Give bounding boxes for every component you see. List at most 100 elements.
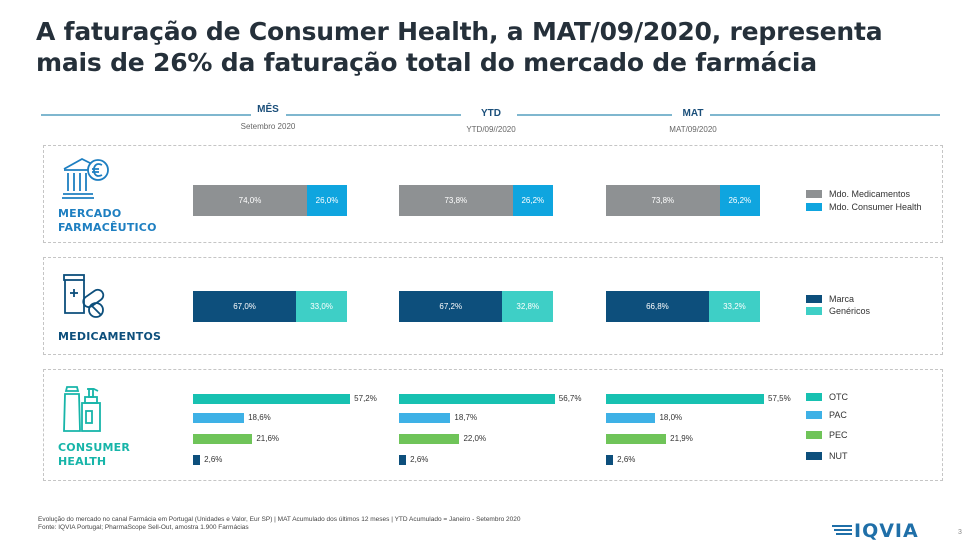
category-label-line: MEDICAMENTOS	[58, 330, 162, 343]
footnote-line: Fonte: IQVIA Portugal; PharmaScope Sell-…	[38, 524, 249, 531]
consumer-bar-label: 2,6%	[410, 455, 429, 464]
header-rule-right	[710, 114, 940, 116]
legend-label: Mdo. Consumer Health	[829, 202, 922, 212]
legend-swatch	[806, 190, 822, 198]
legend-swatch	[806, 452, 822, 460]
legend-label: PEC	[829, 430, 848, 440]
consumer-bar-label: 2,6%	[204, 455, 223, 464]
footnote: Evolução do mercado no canal Farmácia em…	[38, 516, 521, 532]
consumer-bar	[193, 434, 253, 444]
consumer-bar-label: 57,2%	[354, 394, 377, 403]
title-line-2: mais de 26% da faturação total do mercad…	[36, 48, 817, 77]
stacked-bar: 73,8% 26,2%	[399, 185, 553, 216]
legend-pec: PEC	[806, 430, 848, 440]
legend-swatch	[806, 411, 822, 419]
legend-label: PAC	[829, 410, 847, 420]
consumer-bar	[193, 394, 351, 404]
header-rule-left	[41, 114, 251, 116]
legend-label: Mdo. Medicamentos	[829, 189, 911, 199]
legend-mdo-consumer-health: Mdo. Consumer Health	[806, 202, 922, 212]
panel-consumer-health	[43, 369, 943, 481]
category-label-line: FARMACÊUTICO	[58, 221, 157, 234]
column-header-mes: MÊS Setembro 2020	[218, 104, 318, 131]
legend-marca: Marca	[806, 294, 854, 304]
category-label-line: CONSUMER	[58, 441, 131, 454]
legend-label: OTC	[829, 392, 848, 402]
consumer-bar-label: 2,6%	[617, 455, 636, 464]
legend-swatch	[806, 431, 822, 439]
bar-segment: 33,0%	[296, 291, 347, 322]
consumer-bar-label: 22,0%	[463, 434, 487, 443]
legend-swatch	[806, 295, 822, 303]
consumer-bar	[193, 413, 245, 423]
legend-swatch	[806, 203, 822, 211]
page-title: A faturação de Consumer Health, a MAT/09…	[36, 16, 946, 78]
consumer-bar	[193, 455, 201, 465]
bar-segment: 67,2%	[399, 291, 503, 322]
consumer-bar-label: 21,6%	[256, 434, 280, 443]
legend-label: NUT	[829, 451, 848, 461]
category-label-consumer-health: CONSUMER HEALTH	[58, 441, 130, 469]
header-rule-mid-2	[517, 114, 672, 116]
stacked-bar: 66,8% 33,2%	[606, 291, 760, 322]
bank-euro-icon	[62, 157, 109, 199]
bar-segment: 73,8%	[399, 185, 513, 216]
consumer-bar	[399, 455, 407, 465]
consumer-bar	[606, 434, 667, 444]
consumer-bar-label: 18,6%	[248, 413, 271, 422]
consumer-health-bottles-icon	[63, 386, 101, 432]
panel-mercado-farmaceutico	[43, 145, 943, 243]
legend-label: Marca	[829, 294, 855, 304]
bar-segment: 74,0%	[193, 185, 307, 216]
column-header-sub: Setembro 2020	[240, 122, 296, 131]
bar-segment: 33,2%	[708, 291, 760, 322]
stacked-bar: 74,0% 26,0%	[193, 185, 347, 216]
consumer-bar	[399, 434, 460, 444]
bar-segment: 32,8%	[502, 291, 553, 322]
consumer-bar-label: 18,7%	[454, 413, 478, 422]
consumer-bar	[606, 394, 764, 404]
stacked-bar: 73,8% 26,2%	[606, 185, 760, 216]
iqvia-logo-mark-icon	[832, 525, 852, 535]
category-label-line: MERCADO	[58, 207, 122, 220]
column-header-label: MAT	[682, 108, 704, 119]
legend-swatch	[806, 393, 822, 401]
page-number: 3	[958, 529, 962, 536]
bar-segment: 26,0%	[306, 185, 347, 216]
consumer-bar	[606, 413, 656, 423]
category-label-mercado: MERCADO FARMACÊUTICO	[58, 207, 157, 235]
legend-otc: OTC	[806, 392, 848, 402]
consumer-bar	[606, 455, 614, 465]
bar-segment: 67,0%	[193, 291, 297, 322]
bar-segment: 26,2%	[719, 185, 760, 216]
column-header-sub: YTD/09//2020	[466, 125, 516, 134]
medicine-pills-icon	[63, 274, 105, 318]
consumer-bar-label: 56,7%	[558, 394, 582, 403]
category-label-medicamentos: MEDICAMENTOS	[58, 330, 161, 344]
stacked-bar: 67,2% 32,8%	[399, 291, 553, 322]
column-header-label: YTD	[481, 108, 501, 119]
category-label-line: HEALTH	[58, 455, 107, 468]
legend-label: Genéricos	[829, 306, 871, 316]
logo-text: IQVIA	[854, 520, 919, 542]
title-line-1: A faturação de Consumer Health, a MAT/09…	[36, 17, 883, 46]
bar-segment: 73,8%	[606, 185, 720, 216]
consumer-bar	[399, 413, 451, 423]
bar-segment: 66,8%	[606, 291, 709, 322]
header-rule-mid-1	[286, 114, 461, 116]
legend-mdo-medicamentos: Mdo. Medicamentos	[806, 189, 910, 199]
iqvia-logo: IQVIA	[832, 520, 919, 542]
column-header-ytd: YTD YTD/09//2020	[441, 108, 541, 134]
legend-genericos: Genéricos	[806, 306, 870, 316]
stacked-bar: 67,0% 33,0%	[193, 291, 347, 322]
legend-swatch	[806, 307, 822, 315]
column-header-label: MÊS	[257, 104, 279, 115]
legend-nut: NUT	[806, 451, 848, 461]
legend-pac: PAC	[806, 410, 847, 420]
bar-segment: 26,2%	[512, 185, 553, 216]
consumer-bar-label: 57,5%	[768, 394, 791, 403]
consumer-bar-label: 21,9%	[670, 434, 693, 443]
footnote-line: Evolução do mercado no canal Farmácia em…	[38, 516, 521, 523]
consumer-bar	[399, 394, 555, 404]
panel-medicamentos	[43, 257, 943, 355]
